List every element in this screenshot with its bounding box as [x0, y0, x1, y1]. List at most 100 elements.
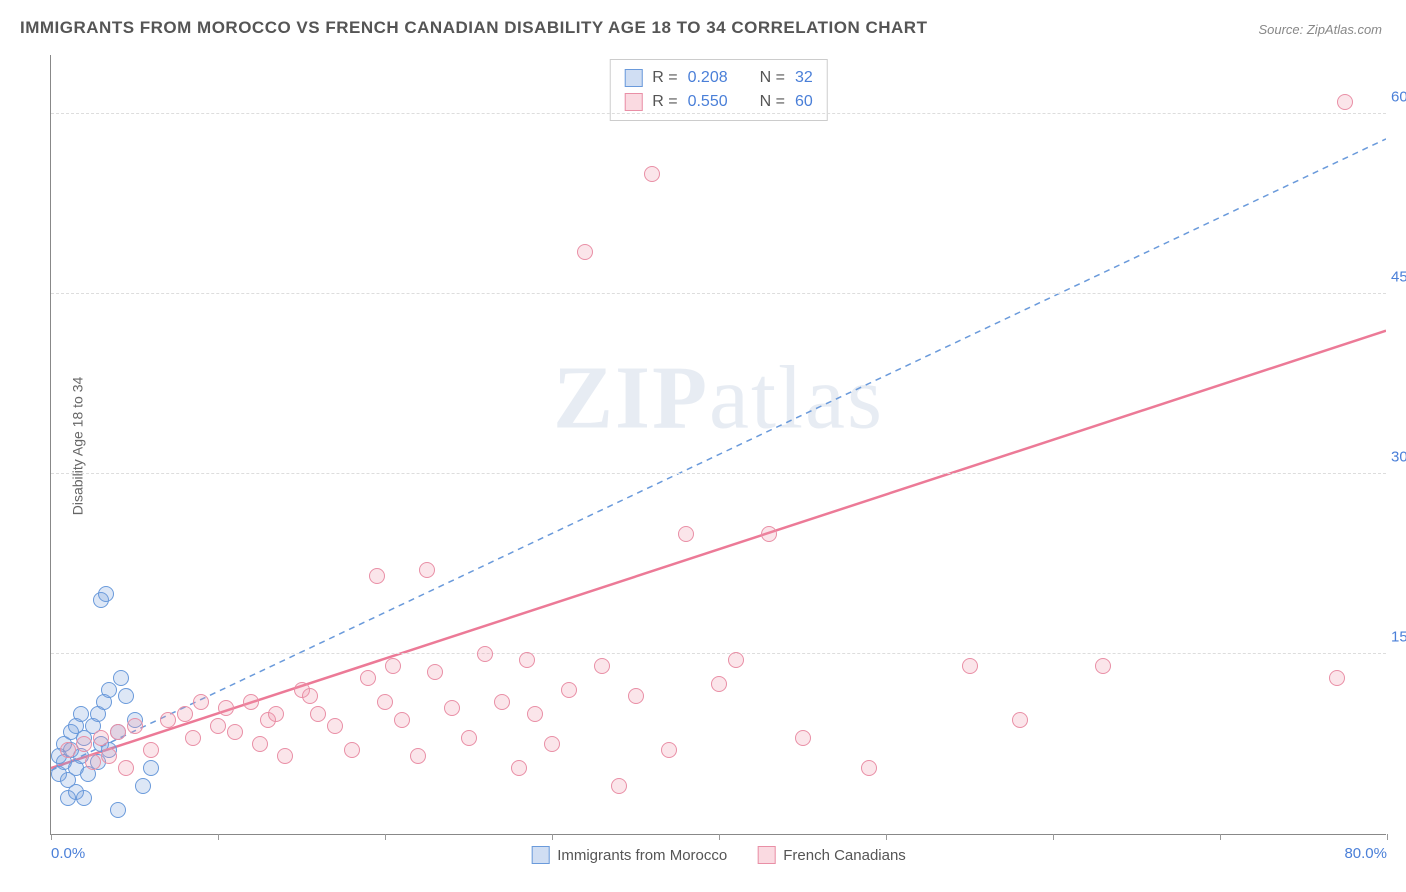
- legend-n-label: N =: [760, 90, 785, 114]
- data-point: [60, 742, 76, 758]
- x-tick: [1053, 834, 1054, 840]
- data-point: [177, 706, 193, 722]
- data-point: [477, 646, 493, 662]
- data-point: [302, 688, 318, 704]
- legend-row: R = 0.550 N = 60: [624, 90, 813, 114]
- data-point: [461, 730, 477, 746]
- data-point: [419, 562, 435, 578]
- data-point: [561, 682, 577, 698]
- data-point: [394, 712, 410, 728]
- y-tick-label: 60.0%: [1391, 89, 1406, 106]
- data-point: [795, 730, 811, 746]
- watermark: ZIPatlas: [553, 346, 884, 449]
- series-legend: Immigrants from Morocco French Canadians: [531, 846, 906, 864]
- data-point: [644, 166, 660, 182]
- x-tick: [886, 834, 887, 840]
- data-point: [861, 760, 877, 776]
- watermark-light: atlas: [709, 348, 884, 447]
- data-point: [268, 706, 284, 722]
- data-point: [761, 526, 777, 542]
- data-point: [1012, 712, 1028, 728]
- legend-row: R = 0.208 N = 32: [624, 66, 813, 90]
- data-point: [227, 724, 243, 740]
- data-point: [127, 718, 143, 734]
- data-point: [118, 760, 134, 776]
- data-point: [577, 244, 593, 260]
- data-point: [310, 706, 326, 722]
- legend-swatch-icon: [531, 846, 549, 864]
- x-tick: [385, 834, 386, 840]
- x-tick: [51, 834, 52, 840]
- legend-n-label: N =: [760, 66, 785, 90]
- data-point: [277, 748, 293, 764]
- plot-area: ZIPatlas R = 0.208 N = 32 R = 0.550 N = …: [50, 55, 1386, 835]
- legend-n-value: 32: [795, 66, 813, 90]
- data-point: [728, 652, 744, 668]
- data-point: [73, 706, 89, 722]
- data-point: [101, 682, 117, 698]
- data-point: [1095, 658, 1111, 674]
- x-tick-label: 0.0%: [51, 845, 85, 862]
- data-point: [113, 670, 129, 686]
- data-point: [344, 742, 360, 758]
- data-point: [110, 802, 126, 818]
- gridline: [51, 473, 1386, 474]
- gridline: [51, 293, 1386, 294]
- data-point: [594, 658, 610, 674]
- legend-r-label: R =: [652, 90, 677, 114]
- data-point: [160, 712, 176, 728]
- data-point: [410, 748, 426, 764]
- data-point: [360, 670, 376, 686]
- legend-r-value: 0.550: [688, 90, 728, 114]
- data-point: [1329, 670, 1345, 686]
- data-point: [385, 658, 401, 674]
- data-point: [427, 664, 443, 680]
- legend-series-label: French Canadians: [783, 847, 906, 864]
- y-tick-label: 45.0%: [1391, 269, 1406, 286]
- data-point: [193, 694, 209, 710]
- data-point: [218, 700, 234, 716]
- data-point: [628, 688, 644, 704]
- x-tick-label: 80.0%: [1344, 845, 1387, 862]
- legend-item: Immigrants from Morocco: [531, 846, 727, 864]
- data-point: [210, 718, 226, 734]
- watermark-bold: ZIP: [553, 348, 709, 447]
- legend-r-label: R =: [652, 66, 677, 90]
- legend-series-label: Immigrants from Morocco: [557, 847, 727, 864]
- gridline: [51, 113, 1386, 114]
- legend-r-value: 0.208: [688, 66, 728, 90]
- legend-n-value: 60: [795, 90, 813, 114]
- trend-lines: [51, 55, 1386, 834]
- gridline: [51, 653, 1386, 654]
- data-point: [494, 694, 510, 710]
- data-point: [135, 778, 151, 794]
- y-tick-label: 30.0%: [1391, 449, 1406, 466]
- x-tick: [1387, 834, 1388, 840]
- data-point: [962, 658, 978, 674]
- data-point: [252, 736, 268, 752]
- chart-title: IMMIGRANTS FROM MOROCCO VS FRENCH CANADI…: [20, 18, 927, 38]
- data-point: [76, 736, 92, 752]
- data-point: [661, 742, 677, 758]
- legend-swatch-icon: [624, 93, 642, 111]
- data-point: [519, 652, 535, 668]
- y-tick-label: 15.0%: [1391, 629, 1406, 646]
- data-point: [118, 688, 134, 704]
- source-attribution: Source: ZipAtlas.com: [1258, 22, 1382, 37]
- data-point: [101, 748, 117, 764]
- data-point: [143, 760, 159, 776]
- data-point: [678, 526, 694, 542]
- data-point: [527, 706, 543, 722]
- data-point: [711, 676, 727, 692]
- data-point: [511, 760, 527, 776]
- data-point: [98, 586, 114, 602]
- x-tick: [218, 834, 219, 840]
- data-point: [185, 730, 201, 746]
- x-tick: [1220, 834, 1221, 840]
- legend-swatch-icon: [757, 846, 775, 864]
- data-point: [327, 718, 343, 734]
- legend-swatch-icon: [624, 69, 642, 87]
- data-point: [143, 742, 159, 758]
- data-point: [110, 724, 126, 740]
- data-point: [377, 694, 393, 710]
